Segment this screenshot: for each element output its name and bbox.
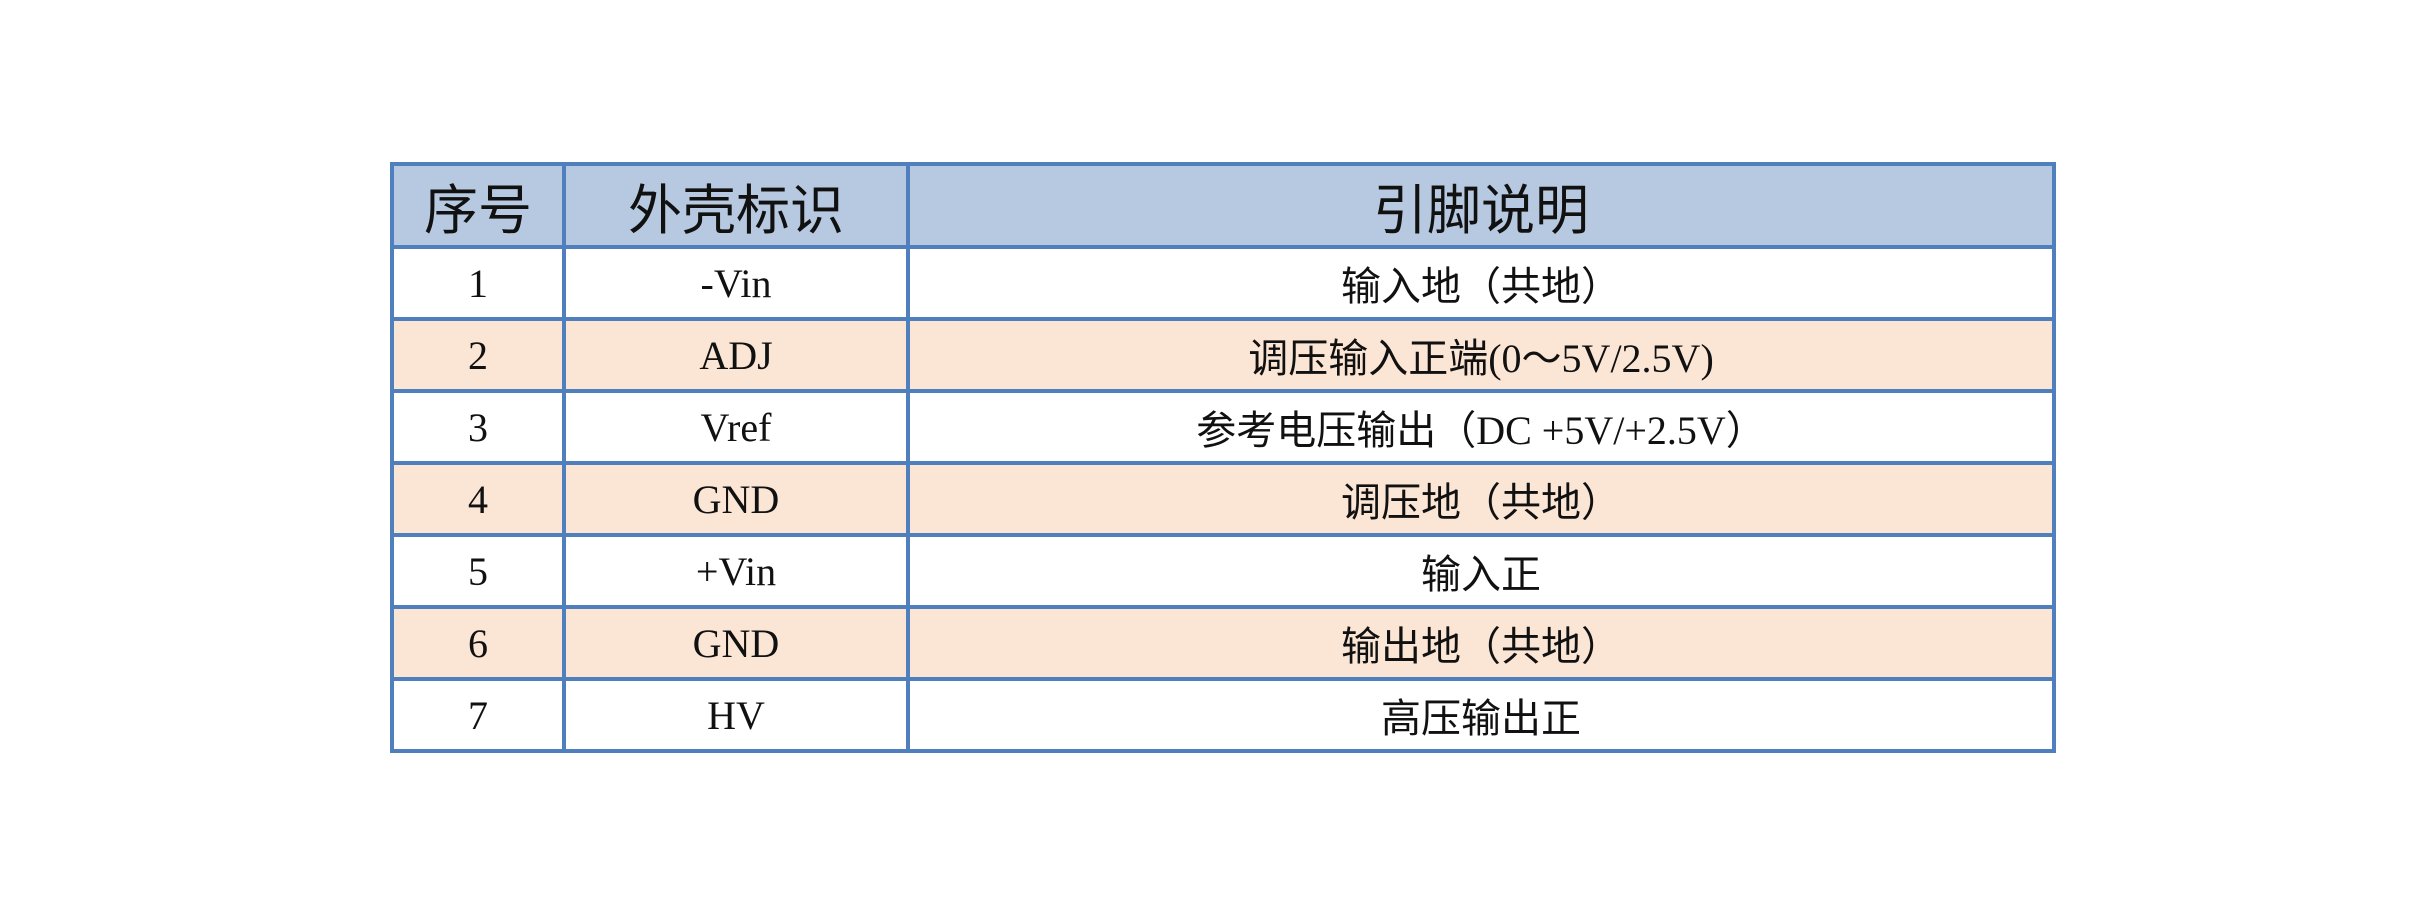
table-row: 1 -Vin 输入地（共地） [390, 245, 2056, 321]
cell-case-mark: GND [562, 605, 910, 681]
cell-case-mark: -Vin [562, 245, 910, 321]
table-row: 4 GND 调压地（共地） [390, 461, 2056, 537]
table-header-row: 序号 外壳标识 引脚说明 [390, 162, 2056, 249]
cell-case-mark: HV [562, 677, 910, 753]
cell-description: 参考电压输出（DC +5V/+2.5V） [906, 389, 2056, 465]
cell-index: 5 [390, 533, 566, 609]
cell-index: 2 [390, 317, 566, 393]
cell-case-mark: ADJ [562, 317, 910, 393]
cell-description: 高压输出正 [906, 677, 2056, 753]
cell-index: 1 [390, 245, 566, 321]
cell-index: 4 [390, 461, 566, 537]
cell-description: 调压地（共地） [906, 461, 2056, 537]
header-index: 序号 [390, 162, 566, 249]
cell-description: 调压输入正端(0～5V/2.5V) [906, 317, 2056, 393]
pin-table: 序号 外壳标识 引脚说明 1 -Vin 输入地（共地） 2 ADJ 调压输入正端… [390, 162, 2056, 753]
header-pin-description: 引脚说明 [906, 162, 2056, 249]
table-row: 7 HV 高压输出正 [390, 677, 2056, 753]
table-row: 5 +Vin 输入正 [390, 533, 2056, 609]
cell-index: 7 [390, 677, 566, 753]
cell-description: 输入正 [906, 533, 2056, 609]
cell-case-mark: +Vin [562, 533, 910, 609]
header-case-mark: 外壳标识 [562, 162, 910, 249]
table-row: 3 Vref 参考电压输出（DC +5V/+2.5V） [390, 389, 2056, 465]
cell-index: 6 [390, 605, 566, 681]
table-row: 2 ADJ 调压输入正端(0～5V/2.5V) [390, 317, 2056, 393]
table-row: 6 GND 输出地（共地） [390, 605, 2056, 681]
cell-index: 3 [390, 389, 566, 465]
cell-description: 输出地（共地） [906, 605, 2056, 681]
cell-description: 输入地（共地） [906, 245, 2056, 321]
cell-case-mark: GND [562, 461, 910, 537]
cell-case-mark: Vref [562, 389, 910, 465]
